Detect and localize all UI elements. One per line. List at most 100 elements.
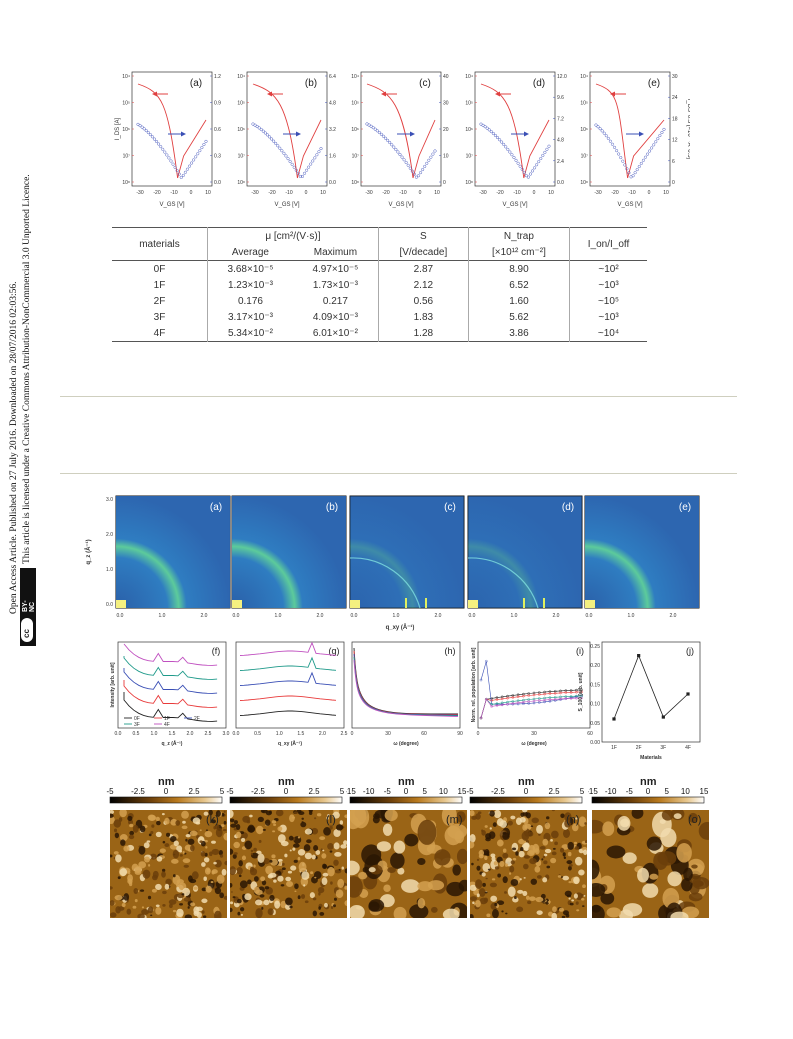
- left-tick-label: 10⁶: [351, 127, 359, 133]
- x-axis-label: q_xy (Å⁻¹): [386, 624, 415, 631]
- series-line-4F: [353, 659, 459, 717]
- panel-label: (a): [210, 502, 222, 513]
- colorbar-unit: nm: [518, 776, 535, 788]
- right-tick-label: 4.8: [557, 138, 564, 144]
- right-tick-label: 30: [443, 101, 449, 107]
- sqrt-current-markers: [479, 122, 551, 179]
- cc-license-badge[interactable]: cc BY-NC: [20, 568, 36, 646]
- header-onoff: I_on/I_off: [587, 238, 630, 250]
- cell-s: 2.87: [378, 260, 469, 277]
- colorbar-unit: nm: [158, 776, 175, 788]
- y-axis-label: q_z (Å⁻¹): [85, 539, 92, 564]
- log-current-curve: [137, 83, 207, 179]
- series-line-2F: [123, 668, 218, 694]
- x-tick-label: 1.0: [393, 613, 400, 619]
- cell-s: 0.56: [378, 293, 469, 309]
- x-tick-label: -10: [399, 190, 406, 196]
- right-tick-label: 20: [443, 127, 449, 133]
- afm-colorbar: -5 -2.5 0 2.5 5: [226, 787, 345, 804]
- x-axis-label: ω (degree): [393, 741, 419, 747]
- x-tick-label: 1.0: [159, 613, 166, 619]
- x-tick-label: 2.5: [341, 731, 348, 737]
- series-line-3F: [123, 656, 218, 680]
- series-line-0F: [480, 689, 582, 719]
- left-tick-label: 10⁵: [122, 101, 130, 107]
- x-tick-label: 10: [205, 190, 211, 196]
- divider-bottom: [60, 473, 737, 474]
- colorbar-tick: -2.5: [131, 787, 145, 796]
- x-axis-label: q_xy (Å⁻¹): [278, 740, 302, 747]
- panel-label: (d): [562, 502, 574, 513]
- right-tick-label: 0: [443, 180, 446, 186]
- colorbar-tick: 0: [646, 787, 651, 796]
- data-point-2F: [637, 654, 641, 658]
- left-tick-label: 10⁷: [466, 154, 474, 160]
- colorbar-tick: 2.5: [308, 787, 320, 796]
- x-tick-label: 0: [190, 190, 193, 196]
- legend-entry: 3F: [134, 722, 140, 728]
- cell-onoff: ~10³: [598, 311, 619, 323]
- left-tick-label: 10⁶: [122, 127, 130, 133]
- x-tick-label: 4F: [685, 745, 691, 751]
- x-tick-label: 2F: [636, 745, 642, 751]
- panel-label: (j): [686, 646, 694, 656]
- cell-material: 4F: [112, 325, 208, 342]
- panel-label: (h): [445, 646, 456, 656]
- right-tick-label: 7.2: [557, 116, 564, 122]
- series-line-1F: [123, 680, 218, 708]
- header-ntrap: N_trap: [468, 227, 571, 244]
- x-tick-label: 3.0: [223, 731, 230, 737]
- x-tick-label: 2.0: [319, 731, 326, 737]
- colorbar-tick: 5: [220, 787, 225, 796]
- afm-image: [230, 810, 347, 918]
- panel-label: (i): [576, 646, 584, 656]
- cell-maximum: 0.217: [292, 293, 379, 309]
- transfer-panel-b: 10⁴ 10⁵ 10⁶ 10⁷ 10⁸ 0.0 1.6 3.2 4.8 6.4 -30 -20 -10 0…: [237, 71, 336, 208]
- left-tick-label: 10⁵: [237, 101, 245, 107]
- sidebar-line-2[interactable]: This article is licensed under a Creativ…: [22, 174, 32, 564]
- colorbar-tick: 5: [580, 787, 585, 796]
- y-axis-label: Norm. rel. population [arb. unit]: [471, 647, 477, 722]
- y-tick-label: 0.10: [590, 702, 600, 708]
- left-tick-label: 10⁴: [580, 74, 588, 80]
- x-axis-label: V_GS [V]: [159, 202, 184, 208]
- panel-label: (d): [533, 78, 545, 89]
- transfer-panel-a: 10⁴ 10⁵ 10⁶ 10⁷ 10⁸ 0.0 0.3 0.6 0.9 1.2 -30 -20 -10 0…: [115, 71, 221, 208]
- x-axis-label: V_GS [V]: [274, 202, 299, 208]
- y-axis-label: Intensity [arb. unit]: [110, 662, 116, 707]
- x-tick-label: -10: [170, 190, 177, 196]
- right-tick-label: 6.4: [329, 74, 336, 80]
- x-tick-label: 1.5: [297, 731, 304, 737]
- panel-label: (b): [305, 78, 317, 89]
- legend-entry: 4F: [164, 722, 170, 728]
- x-tick-label: -20: [153, 190, 160, 196]
- cell-average: 1.23×10⁻³: [227, 279, 273, 291]
- panel-label: (e): [648, 78, 660, 89]
- data-point-4F: [686, 692, 690, 696]
- legend-entry: 2F: [194, 716, 200, 722]
- cell-onoff: ~10⁴: [597, 327, 620, 339]
- colorbar-tick: -5: [466, 787, 474, 796]
- cell-average: 5.34×10⁻²: [227, 327, 273, 339]
- right-tick-label: 6: [672, 159, 675, 165]
- left-tick-label: 10⁷: [581, 154, 589, 160]
- left-tick-label: 10⁵: [465, 101, 473, 107]
- cell-ntrap: 6.52: [468, 277, 571, 293]
- profile-figure: (f)0.0 0.5 1.0 1.5 2.0 2.5 3.0q_z (Å⁻¹)(g)0.0 0…: [110, 641, 701, 761]
- x-tick-label: -20: [382, 190, 389, 196]
- x-tick-label: 0.0: [351, 613, 358, 619]
- header-s: S: [378, 227, 469, 244]
- left-tick-label: 10⁷: [352, 154, 360, 160]
- y-right-label: I_DS^0.5 [×10⁻⁴A^0.5]: [686, 99, 690, 160]
- series-line-4F: [123, 643, 218, 666]
- cell-material: 3F: [112, 309, 208, 325]
- cell-maximum: 4.09×10⁻³: [292, 309, 379, 325]
- left-tick-label: 10⁵: [351, 101, 359, 107]
- right-tick-label: 4.8: [329, 101, 336, 107]
- cell-average: 3.68×10⁻⁵: [227, 263, 274, 275]
- x-axis-label: ω (degree): [521, 741, 547, 747]
- legend-entry: 0F: [134, 716, 140, 722]
- panel-label: (l): [326, 814, 336, 826]
- colorbar-unit: nm: [278, 776, 295, 788]
